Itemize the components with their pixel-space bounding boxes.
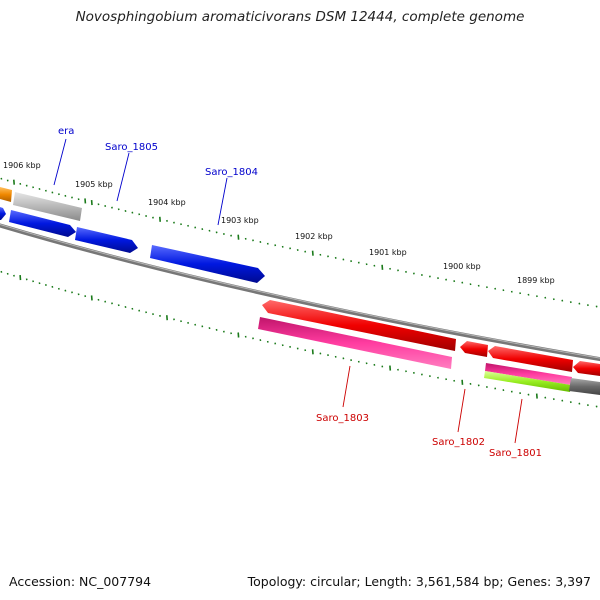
gene-red-1[interactable] [262,300,456,351]
gene-saro-1802[interactable] [460,341,488,357]
tick-label-1906: 1906 kbp [3,161,41,170]
gene-saro-1805[interactable] [75,227,138,253]
accession-text: Accession: NC_007794 [9,574,152,589]
genome-summary-text: Topology: circular; Length: 3,561,584 bp… [247,574,591,589]
label-saro-1804[interactable]: Saro_1804 [205,167,258,178]
gene-saro-1801[interactable] [485,363,572,385]
tick-label-1902: 1902 kbp [295,232,333,241]
label-saro-1802[interactable]: Saro_1802 [432,437,485,448]
label-leaders [53,138,523,444]
gene-red-4[interactable] [573,361,600,376]
gene-blue-1[interactable] [9,210,76,237]
label-saro-1805[interactable]: Saro_1805 [105,142,158,153]
map-title: Novosphingobium aromaticivorans DSM 1244… [75,9,525,25]
label-saro-1803[interactable]: Saro_1803 [316,413,369,424]
tick-label-1901: 1901 kbp [369,248,407,257]
gene-red-3[interactable] [488,346,573,372]
gene-blue-edge[interactable] [0,207,6,220]
inner-tick-track [0,270,598,408]
gene-orange[interactable] [0,187,12,202]
tick-labels: 1906 kbp 1905 kbp 1904 kbp 1903 kbp 1902… [3,161,555,285]
outer-tick-track [0,177,598,308]
genome-backbone [0,223,600,362]
genome-backbone-highlight [0,223,600,359]
gene-era[interactable] [13,192,82,221]
tick-label-1903: 1903 kbp [221,216,259,225]
tick-label-1904: 1904 kbp [148,198,186,207]
tick-label-1899: 1899 kbp [517,276,555,285]
reverse-strand-genes [258,300,600,395]
gene-labels: era Saro_1805 Saro_1804 Saro_1803 Saro_1… [58,126,542,459]
gene-darkgray[interactable] [569,378,600,395]
gene-saro-1803[interactable] [258,317,452,369]
forward-strand-genes [0,187,265,283]
gene-saro-1804[interactable] [150,245,265,283]
label-era[interactable]: era [58,126,74,137]
label-saro-1801[interactable]: Saro_1801 [489,448,542,459]
tick-label-1905: 1905 kbp [75,180,113,189]
gene-lime[interactable] [484,371,571,392]
tick-label-1900: 1900 kbp [443,262,481,271]
